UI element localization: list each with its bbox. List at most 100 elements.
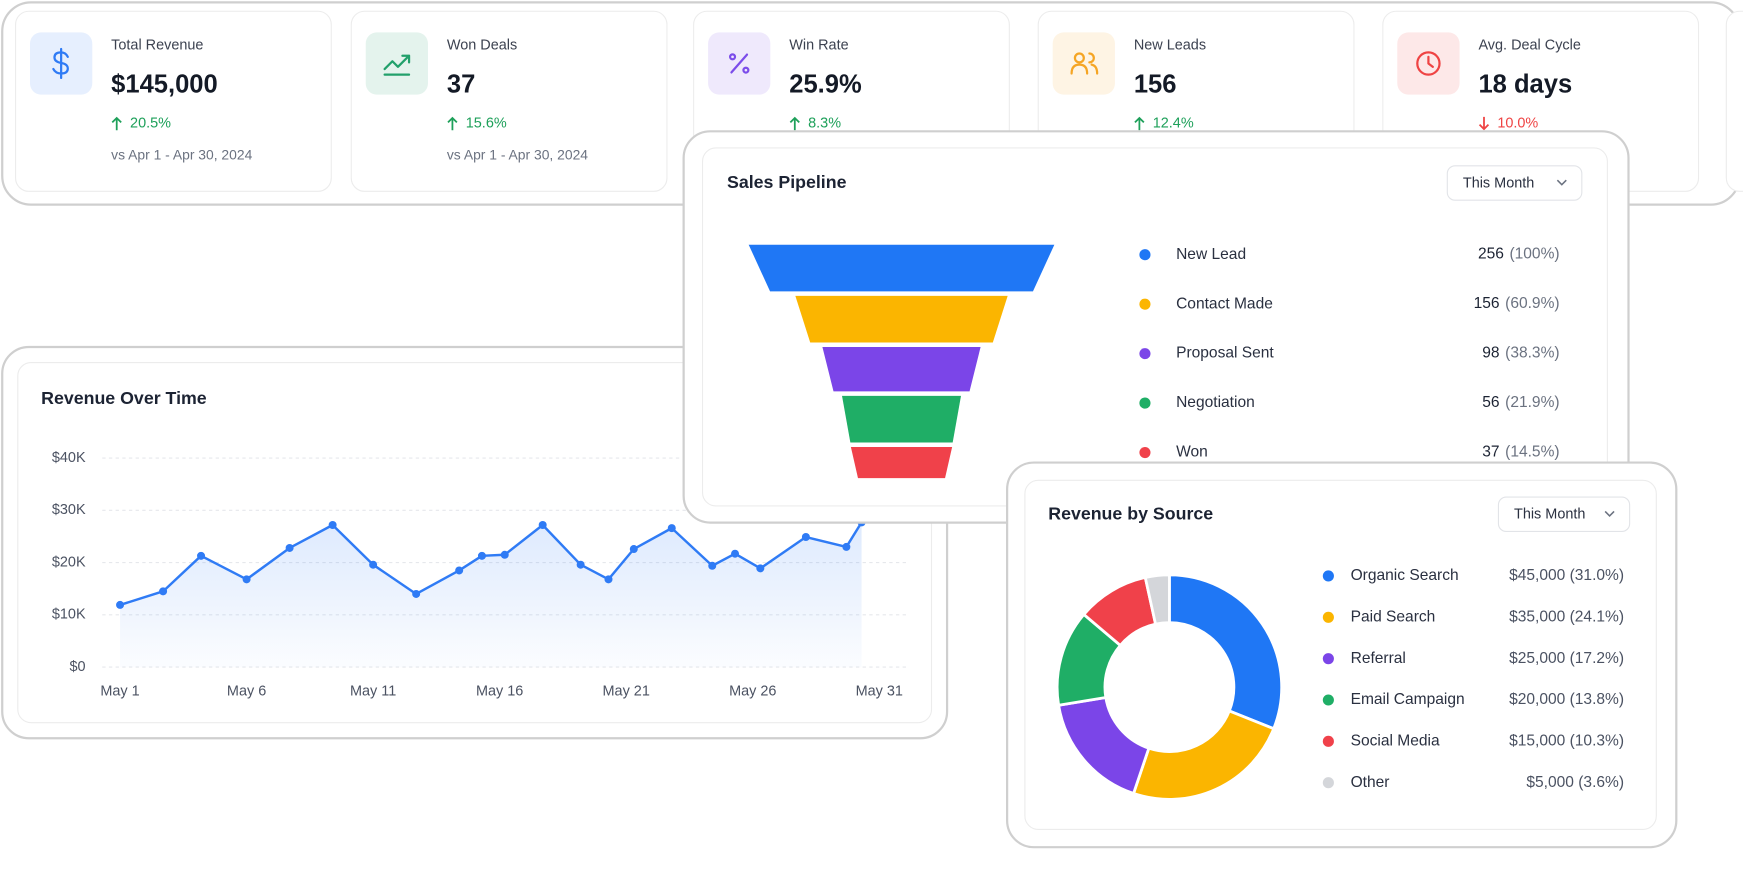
point [842, 542, 851, 551]
point [477, 551, 486, 560]
donut-slice [1143, 573, 1171, 626]
kpi-icon [52, 47, 69, 80]
kpi-change: 15.6% [466, 115, 507, 131]
kpi-label: Avg. Deal Cycle [1478, 38, 1580, 54]
legend-label: Referral [1351, 650, 1406, 667]
point [455, 566, 464, 575]
stage-value: 37 (14.5%) [1482, 444, 1559, 461]
value-label: $35,000 (24.1%) [1509, 608, 1624, 625]
kpi-icon-box [365, 32, 428, 95]
kpi-value: $145,000 [111, 70, 218, 98]
x-tick-label: May 21 [603, 683, 650, 699]
value-label: $25,000 (17.2%) [1509, 650, 1624, 667]
kpi-card [15, 10, 332, 192]
point [708, 561, 717, 570]
legend-dot [1322, 653, 1334, 665]
value-label: $15,000 (10.3%) [1509, 732, 1624, 749]
point [756, 564, 765, 573]
stage-count: 256 [1478, 246, 1504, 263]
icon-stroke [730, 53, 749, 74]
trend-arrow [1134, 116, 1145, 131]
point [328, 520, 337, 529]
trend-arrow [111, 116, 122, 131]
legend-dot [1139, 447, 1151, 459]
stage-value: 56 (21.9%) [1482, 394, 1559, 411]
stage-value: 156 (60.9%) [1474, 295, 1560, 312]
stage-count: 37 [1482, 444, 1499, 461]
filter-dropdown[interactable] [1497, 496, 1631, 533]
y-tick-label: $30K [52, 502, 86, 518]
stage-count: 98 [1482, 345, 1499, 362]
point [629, 545, 638, 554]
point [159, 587, 168, 596]
point [500, 550, 509, 559]
x-tick-label: May 11 [350, 683, 396, 699]
legend-dot [1322, 777, 1334, 789]
kpi-label: Win Rate [789, 38, 848, 54]
point [576, 560, 585, 569]
kpi-icon-box [1052, 32, 1115, 95]
stage-share: (21.9%) [1505, 394, 1559, 411]
kpi-card-edge [1725, 10, 1743, 192]
kpi-icon [383, 54, 411, 76]
x-tick-label: May 31 [856, 683, 903, 699]
point [285, 543, 294, 552]
donut-slice [1168, 573, 1284, 731]
kpi-value: 18 days [1478, 70, 1572, 98]
point [369, 560, 378, 569]
legend-label: New Lead [1176, 246, 1246, 263]
point [801, 533, 810, 542]
stage-count: 156 [1474, 295, 1500, 312]
filter-chevron [1556, 179, 1567, 186]
funnel-stage [748, 244, 1055, 292]
point [412, 589, 421, 598]
trend-arrow [1478, 116, 1490, 131]
point [604, 575, 613, 584]
kpi-comparison: vs Apr 1 - Apr 30, 2024 [111, 146, 252, 162]
legend-label: Negotiation [1176, 394, 1255, 411]
icon-stroke [1088, 52, 1099, 75]
legend-dot [1139, 298, 1151, 310]
icon-stroke [1073, 52, 1085, 64]
kpi-change: 12.4% [1153, 115, 1194, 131]
x-tick-label: May 1 [100, 683, 139, 699]
chart-title: Sales Pipeline [727, 172, 847, 192]
x-tick-label: May 6 [227, 683, 266, 699]
stage-share: (14.5%) [1505, 444, 1559, 461]
source-card-inner [1024, 479, 1657, 830]
kpi-value: 37 [447, 70, 475, 98]
chart-title: Revenue Over Time [41, 388, 207, 408]
icon-stroke [1416, 51, 1441, 76]
filter-chevron [1604, 510, 1615, 518]
value-label: $5,000 (3.6%) [1526, 774, 1624, 791]
legend-dot [1322, 570, 1334, 582]
point [197, 551, 206, 560]
point [667, 524, 676, 533]
kpi-card [350, 10, 668, 192]
trend-arrow [447, 116, 458, 131]
kpi-value: 156 [1134, 70, 1177, 98]
funnel-stage [822, 346, 981, 392]
point [242, 575, 251, 584]
chart-title: Revenue by Source [1048, 504, 1213, 524]
y-tick-label: $20K [52, 554, 86, 570]
stage-count: 56 [1482, 394, 1499, 411]
filter-dropdown[interactable] [1446, 165, 1583, 201]
kpi-label: Total Revenue [111, 38, 203, 54]
legend-label: Proposal Sent [1176, 345, 1274, 362]
kpi-icon [1070, 52, 1099, 75]
kpi-icon [1416, 51, 1441, 76]
area [120, 522, 862, 668]
icon-stroke [383, 54, 411, 76]
legend-dot [1322, 735, 1334, 747]
stage-share: (100%) [1509, 246, 1559, 263]
legend-label: Email Campaign [1351, 691, 1465, 708]
icon-stroke [52, 47, 69, 80]
legend-dot [1139, 348, 1151, 360]
icon-stroke [1070, 63, 1089, 75]
value-label: $45,000 (31.0%) [1509, 567, 1624, 584]
kpi-value: 25.9% [789, 70, 862, 98]
kpi-change: 10.0% [1497, 115, 1538, 131]
funnel-stage [842, 395, 962, 443]
